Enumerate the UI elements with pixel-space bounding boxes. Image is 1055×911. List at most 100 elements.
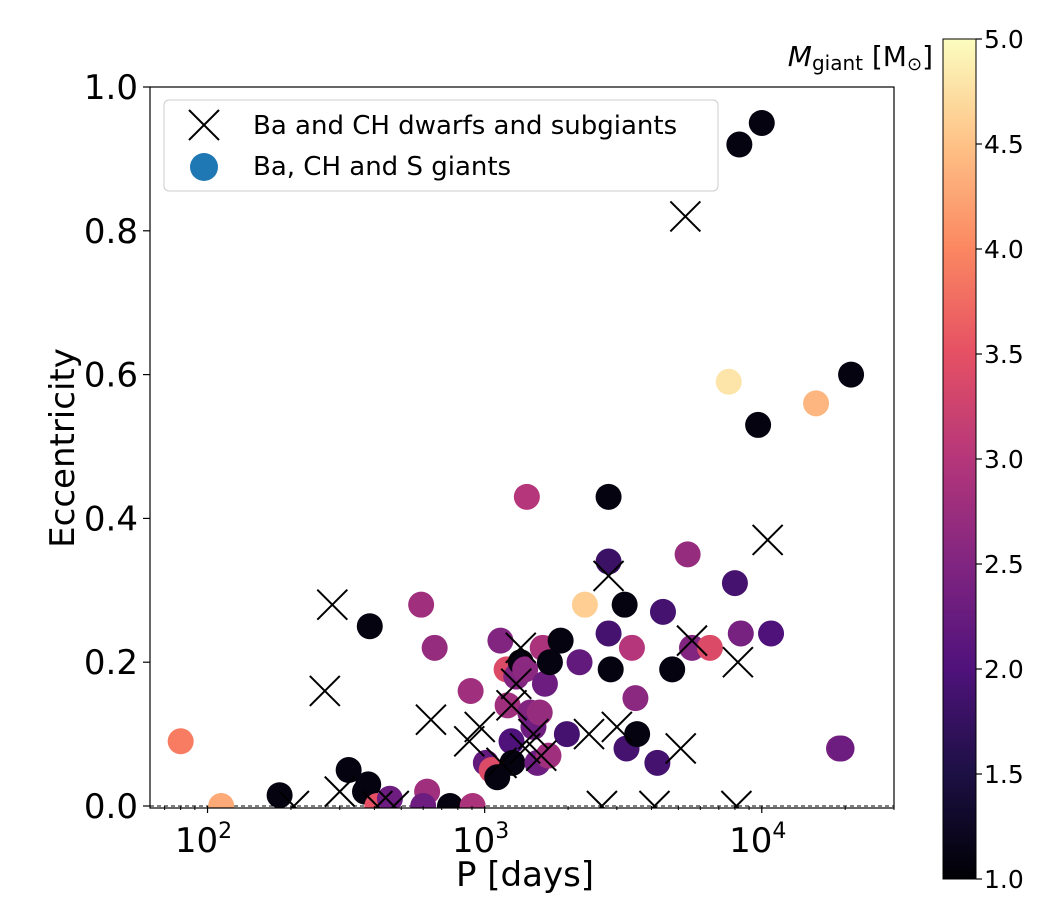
giant-point: [356, 613, 383, 640]
dwarf-point: [592, 560, 625, 592]
colorbar-tick-label: 3.0: [984, 445, 1024, 474]
dwarf-point: [316, 588, 349, 621]
giant-point: [410, 793, 437, 808]
giant-point: [487, 627, 514, 654]
giant-point: [838, 361, 865, 388]
dwarf-point: [517, 718, 550, 750]
x-tick-label: 104: [729, 819, 786, 861]
y-tick-label: 0.6: [84, 356, 138, 396]
giant-point: [611, 591, 638, 618]
giant-point: [167, 728, 194, 755]
dwarf-point: [415, 704, 447, 736]
colorbar-tick-label: 3.5: [984, 340, 1024, 369]
colorbar: 1.0 1.5 2.0 2.5 3.0 3.5 4.0 4.5 5.0 Mgiant [M⊙]: [788, 25, 1024, 894]
giant-point: [715, 368, 742, 395]
giant-point: [457, 677, 484, 704]
dwarf-point: [509, 732, 541, 765]
giant-point: [748, 109, 775, 136]
giant-point: [674, 541, 701, 568]
giant-point: [618, 634, 645, 661]
dwarf-point: [324, 775, 356, 808]
dwarf-point: [751, 524, 784, 556]
giant-point: [595, 483, 622, 510]
giant-point: [696, 634, 723, 661]
y-tick-label: 0.8: [84, 212, 138, 252]
dwarf-point: [464, 711, 496, 743]
legend-label-giants: Ba, CH and S giants: [253, 152, 511, 182]
legend-circle-marker: [190, 153, 218, 181]
x-tick-label: 102: [175, 819, 232, 861]
giant-point: [408, 591, 435, 618]
giant-point: [512, 656, 539, 683]
giant-point: [526, 699, 553, 726]
legend: Ba and CH dwarfs and subgiants Ba, CH an…: [163, 99, 719, 192]
colorbar-tick-label: 5.0: [984, 25, 1024, 54]
dwarf-point: [669, 200, 702, 233]
plot-area: [149, 86, 895, 809]
giant-point: [758, 620, 785, 647]
giant-point: [498, 728, 525, 755]
dwarf-point: [500, 668, 532, 700]
giant-point: [622, 685, 649, 712]
colorbar-tick-label: 1.0: [984, 865, 1024, 894]
giant-point: [494, 692, 521, 719]
giant-point: [727, 620, 754, 647]
giant-point: [499, 749, 526, 776]
dwarf-point: [720, 790, 753, 808]
giant-point: [649, 598, 676, 625]
giant-point: [553, 721, 580, 748]
legend-cross-marker: [188, 109, 220, 141]
dwarf-point: [573, 718, 605, 750]
legend-box: [163, 99, 719, 192]
legend-label-dwarfs: Ba and CH dwarfs and subgiants: [253, 111, 677, 141]
giant-point: [721, 570, 748, 597]
giant-point: [536, 649, 563, 676]
dwarf-point: [495, 689, 528, 722]
giant-point: [644, 749, 671, 776]
dwarf-point: [665, 732, 697, 765]
axes-frame: [149, 86, 895, 809]
dwarf-point: [378, 790, 410, 808]
giant-point: [531, 670, 558, 697]
dwarf-point: [722, 646, 754, 678]
giant-point: [437, 793, 464, 808]
dwarf-point: [525, 739, 557, 772]
giant-point: [571, 591, 598, 618]
dwarf-point: [309, 675, 341, 707]
giant-point: [547, 627, 574, 654]
colorbar-ticks: 1.0 1.5 2.0 2.5 3.0 3.5 4.0 4.5 5.0: [976, 25, 1024, 894]
x-axis: 102 103 104: [164, 806, 895, 861]
dwarf-point: [505, 632, 537, 664]
giant-point: [595, 620, 622, 647]
x-axis-label: P [days]: [456, 855, 594, 895]
dwarf-point: [278, 790, 310, 808]
giant-point: [678, 634, 705, 661]
giant-point: [208, 793, 235, 808]
dwarf-point: [453, 725, 485, 757]
colorbar-label: Mgiant [M⊙]: [788, 40, 933, 75]
colorbar-gradient: [942, 38, 977, 880]
dwarf-point: [601, 711, 633, 743]
giant-point: [513, 483, 540, 510]
giant-point: [595, 548, 622, 575]
giant-point: [659, 656, 686, 683]
giant-point: [597, 656, 624, 683]
dwarf-point: [676, 624, 708, 657]
dwarf-point: [638, 790, 671, 808]
y-axis: 0.0 0.2 0.4 0.6 0.8 1.0: [84, 68, 150, 827]
dwarf-point: [361, 790, 394, 808]
giant-point: [745, 411, 772, 438]
giant-point: [335, 757, 362, 784]
colorbar-tick-label: 2.5: [984, 550, 1024, 579]
colorbar-tick-label: 1.5: [984, 760, 1024, 789]
dwarf-point: [586, 790, 618, 808]
colorbar-tick-label: 4.5: [984, 130, 1024, 159]
giant-point: [566, 649, 593, 676]
y-axis-label: Eccentricity: [43, 348, 83, 548]
dwarf-point: [485, 747, 518, 779]
colorbar-tick-label: 2.0: [984, 655, 1024, 684]
colorbar-tick-label: 4.0: [984, 235, 1024, 264]
giant-point: [535, 742, 562, 769]
giant-point: [828, 735, 855, 762]
